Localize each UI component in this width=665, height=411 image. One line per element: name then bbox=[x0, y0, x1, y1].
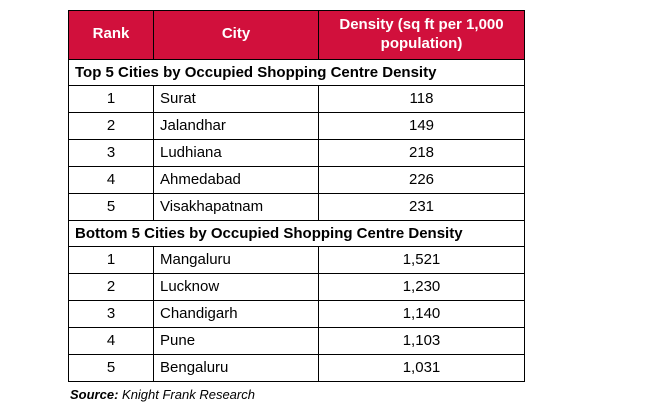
page: Rank City Density (sq ft per 1,000 popul… bbox=[68, 10, 665, 402]
source-text: Knight Frank Research bbox=[118, 386, 255, 402]
city-cell: Lucknow bbox=[153, 272, 319, 301]
rank-cell: 5 bbox=[68, 353, 154, 382]
table-row: 3 Chandigarh 1,140 bbox=[68, 299, 525, 328]
density-cell: 1,230 bbox=[318, 272, 525, 301]
table-row: 5 Bengaluru 1,031 bbox=[68, 353, 525, 382]
city-cell: Bengaluru bbox=[153, 353, 319, 382]
header-city: City bbox=[153, 10, 319, 60]
source-label: Source: bbox=[70, 386, 119, 402]
density-cell: 226 bbox=[318, 165, 525, 194]
shopping-centre-density-table: Rank City Density (sq ft per 1,000 popul… bbox=[68, 10, 525, 382]
city-cell: Surat bbox=[153, 84, 319, 113]
header-density: Density (sq ft per 1,000 population) bbox=[318, 10, 525, 60]
table-row: 5 Visakhapatnam 231 bbox=[68, 192, 525, 221]
city-cell: Mangaluru bbox=[153, 245, 319, 274]
section-title-label: Top 5 Cities by Occupied Shopping Centre… bbox=[68, 58, 525, 86]
density-cell: 1,103 bbox=[318, 326, 525, 355]
density-cell: 149 bbox=[318, 111, 525, 140]
city-cell: Ahmedabad bbox=[153, 165, 319, 194]
density-cell: 1,140 bbox=[318, 299, 525, 328]
city-cell: Pune bbox=[153, 326, 319, 355]
rank-cell: 5 bbox=[68, 192, 154, 221]
city-cell: Visakhapatnam bbox=[153, 192, 319, 221]
density-cell: 118 bbox=[318, 84, 525, 113]
rank-cell: 1 bbox=[68, 245, 154, 274]
density-cell: 218 bbox=[318, 138, 525, 167]
source-attribution: Source: Knight Frank Research bbox=[68, 387, 665, 402]
section-title-bottom5: Bottom 5 Cities by Occupied Shopping Cen… bbox=[68, 219, 525, 247]
rank-cell: 3 bbox=[68, 138, 154, 167]
density-cell: 231 bbox=[318, 192, 525, 221]
table-row: 4 Pune 1,103 bbox=[68, 326, 525, 355]
rank-cell: 2 bbox=[68, 111, 154, 140]
city-cell: Jalandhar bbox=[153, 111, 319, 140]
rank-cell: 3 bbox=[68, 299, 154, 328]
rank-cell: 4 bbox=[68, 326, 154, 355]
header-rank: Rank bbox=[68, 10, 154, 60]
table-row: 3 Ludhiana 218 bbox=[68, 138, 525, 167]
rank-cell: 2 bbox=[68, 272, 154, 301]
city-cell: Ludhiana bbox=[153, 138, 319, 167]
section-title-label: Bottom 5 Cities by Occupied Shopping Cen… bbox=[68, 219, 525, 247]
table-header: Rank City Density (sq ft per 1,000 popul… bbox=[68, 10, 525, 60]
section-title-top5: Top 5 Cities by Occupied Shopping Centre… bbox=[68, 58, 525, 86]
table-row: 2 Jalandhar 149 bbox=[68, 111, 525, 140]
density-cell: 1,031 bbox=[318, 353, 525, 382]
table-row: 1 Mangaluru 1,521 bbox=[68, 245, 525, 274]
city-cell: Chandigarh bbox=[153, 299, 319, 328]
table-row: 1 Surat 118 bbox=[68, 84, 525, 113]
density-cell: 1,521 bbox=[318, 245, 525, 274]
rank-cell: 1 bbox=[68, 84, 154, 113]
table-row: 4 Ahmedabad 226 bbox=[68, 165, 525, 194]
table-row: 2 Lucknow 1,230 bbox=[68, 272, 525, 301]
rank-cell: 4 bbox=[68, 165, 154, 194]
